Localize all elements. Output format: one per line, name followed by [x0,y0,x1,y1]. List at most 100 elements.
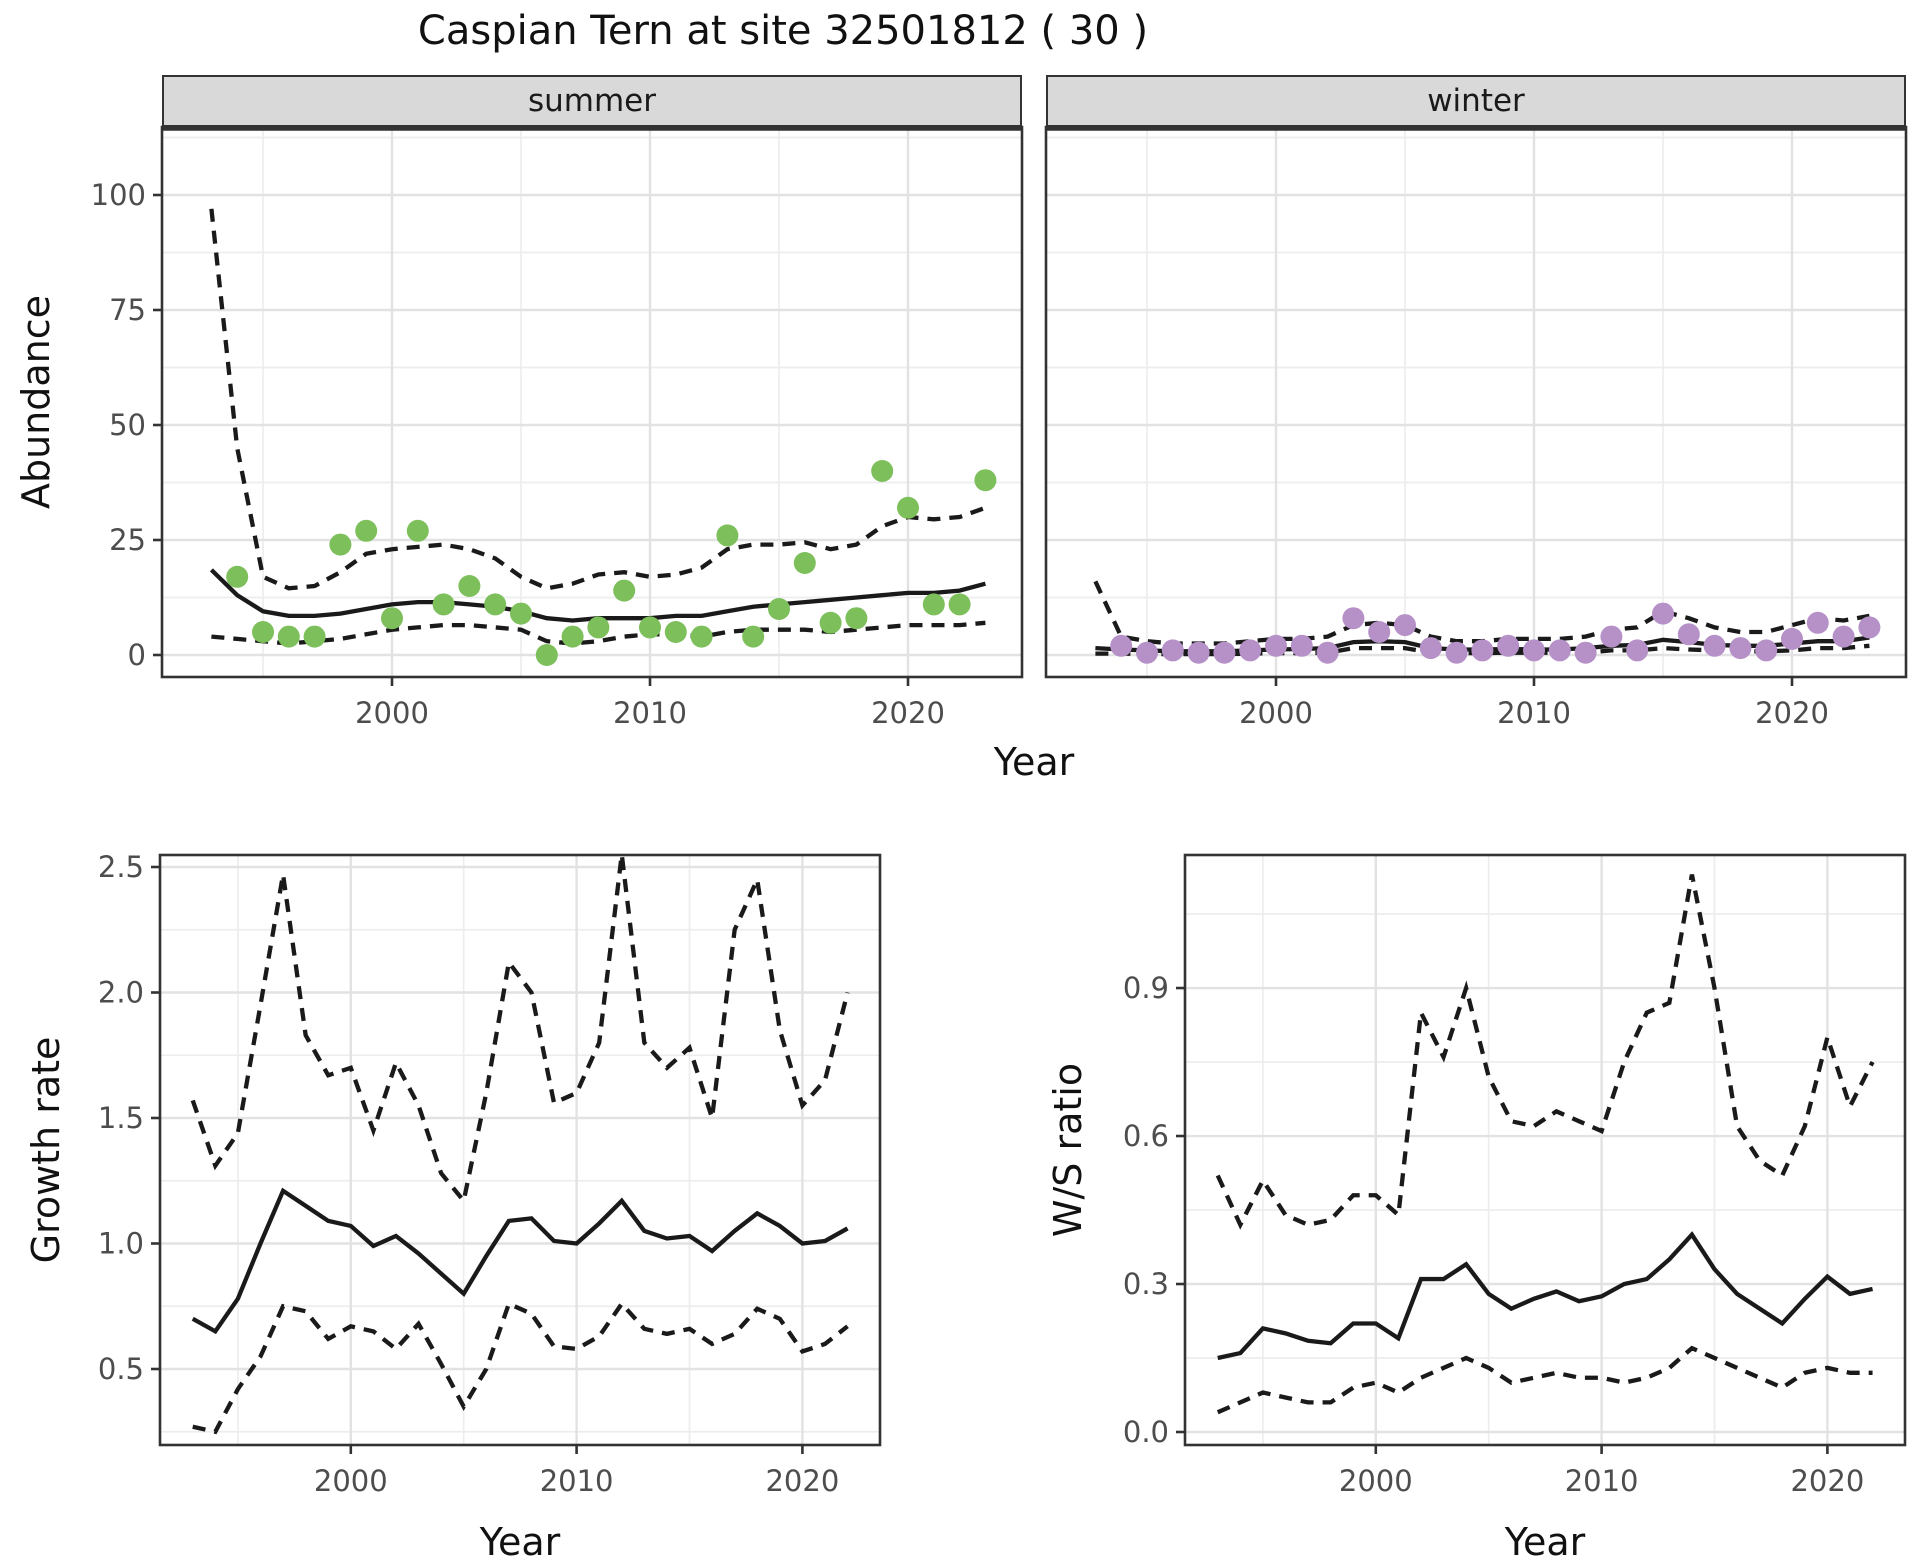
x-tick-label: 2020 [1790,1464,1864,1498]
median-line [1217,1231,1874,1361]
obs-point [897,496,919,519]
obs-point [1136,641,1158,664]
obs-point [948,593,971,616]
facet-strip-winter-label: winter [1427,83,1525,119]
obs-point [1394,614,1416,637]
obs-point [664,621,687,643]
obs-point [1574,641,1597,664]
obs-point [510,602,532,625]
obs-point [381,607,403,630]
x-tick-label: 2000 [1339,1464,1413,1498]
panel-border [1044,125,1908,679]
x-tick-label: 2010 [540,1464,614,1498]
obs-point [1755,639,1778,662]
panel-border [158,853,882,1447]
x-tick-label: 2000 [355,696,429,730]
ci-upper-line [1093,580,1870,646]
page-title: Caspian Tern at site 32501812 ( 30 ) [417,8,1149,54]
obs-point [1523,639,1545,662]
obs-point [1858,616,1881,639]
y-tick-label: 0.6 [1123,1119,1169,1153]
obs-point [1677,623,1700,646]
y-tick-label: 2.5 [98,850,144,884]
y-tick-label: 50 [109,408,146,442]
obs-point [922,593,945,616]
obs-point [613,579,636,602]
obs-point [1316,641,1339,664]
obs-point [1626,639,1649,662]
x-tick-label: 2020 [1755,696,1829,730]
obs-point [1419,637,1442,660]
obs-point [1729,637,1752,660]
x-tick-label: 2010 [1497,696,1571,730]
ci-upper-line [1215,874,1875,1230]
obs-point [1703,634,1726,657]
obs-point [768,598,790,620]
y-axis-title-growth-rate: Growth rate [24,1036,68,1264]
y-tick-label: 100 [91,178,146,212]
obs-point [252,621,274,643]
obs-point [484,593,507,616]
obs-point [1368,621,1391,643]
x-axis-title-year-top: Year [993,740,1075,784]
facet-strip-summer-label: summer [527,83,656,119]
obs-point [1832,625,1855,648]
median-line [191,1187,849,1335]
ci-lower-line [1216,1345,1873,1415]
ci-lower-line [192,1300,849,1435]
panel-growth-rate [160,855,880,1445]
panel-winter-abundance [1046,127,1906,677]
obs-point [1161,639,1184,662]
x-tick-label: 2020 [765,1464,839,1498]
x-tick-label: 2000 [1239,696,1313,730]
obs-point [535,644,558,666]
obs-point [1781,627,1803,650]
obs-point [1471,639,1494,662]
y-axis-title-abundance: Abundance [14,294,58,510]
obs-point [974,469,997,492]
y-tick-label: 0.5 [98,1352,144,1386]
panel-summer-abundance [162,127,1022,677]
obs-point [561,625,584,648]
ci-upper-line [209,208,987,591]
obs-point [1342,607,1365,630]
obs-point [432,593,455,616]
obs-point [1600,625,1623,648]
obs-point [1213,641,1236,664]
y-tick-label: 0.0 [1123,1415,1169,1449]
y-tick-label: 0.9 [1123,971,1169,1005]
x-axis-title-year-ws: Year [1504,1520,1586,1560]
panel-ws-ratio [1185,855,1905,1445]
obs-point [1445,641,1468,664]
obs-point [1110,634,1133,657]
x-tick-label: 2000 [314,1464,388,1498]
x-tick-label: 2010 [613,696,687,730]
y-tick-label: 25 [109,523,146,557]
obs-point [742,625,765,648]
y-tick-label: 2.0 [98,976,144,1010]
obs-point [303,625,326,648]
obs-point [819,611,842,634]
obs-point [226,565,249,588]
obs-point [406,519,429,542]
obs-point [1652,602,1674,625]
obs-point [716,524,739,547]
obs-point [871,460,894,482]
y-axis-title-ws-ratio: W/S ratio [1046,1062,1090,1238]
obs-point [1239,639,1262,662]
obs-point [690,625,713,648]
obs-point [1290,634,1313,657]
obs-point [355,519,378,542]
x-axis-title-year-growth: Year [479,1520,561,1560]
y-tick-label: 1.5 [98,1101,144,1135]
obs-point [1548,639,1571,662]
x-tick-label: 2010 [1565,1464,1639,1498]
y-tick-label: 1.0 [98,1227,144,1261]
x-tick-label: 2020 [871,696,945,730]
obs-point [458,575,481,597]
obs-point [277,625,300,648]
y-tick-label: 75 [109,293,146,327]
obs-point [1806,611,1829,634]
